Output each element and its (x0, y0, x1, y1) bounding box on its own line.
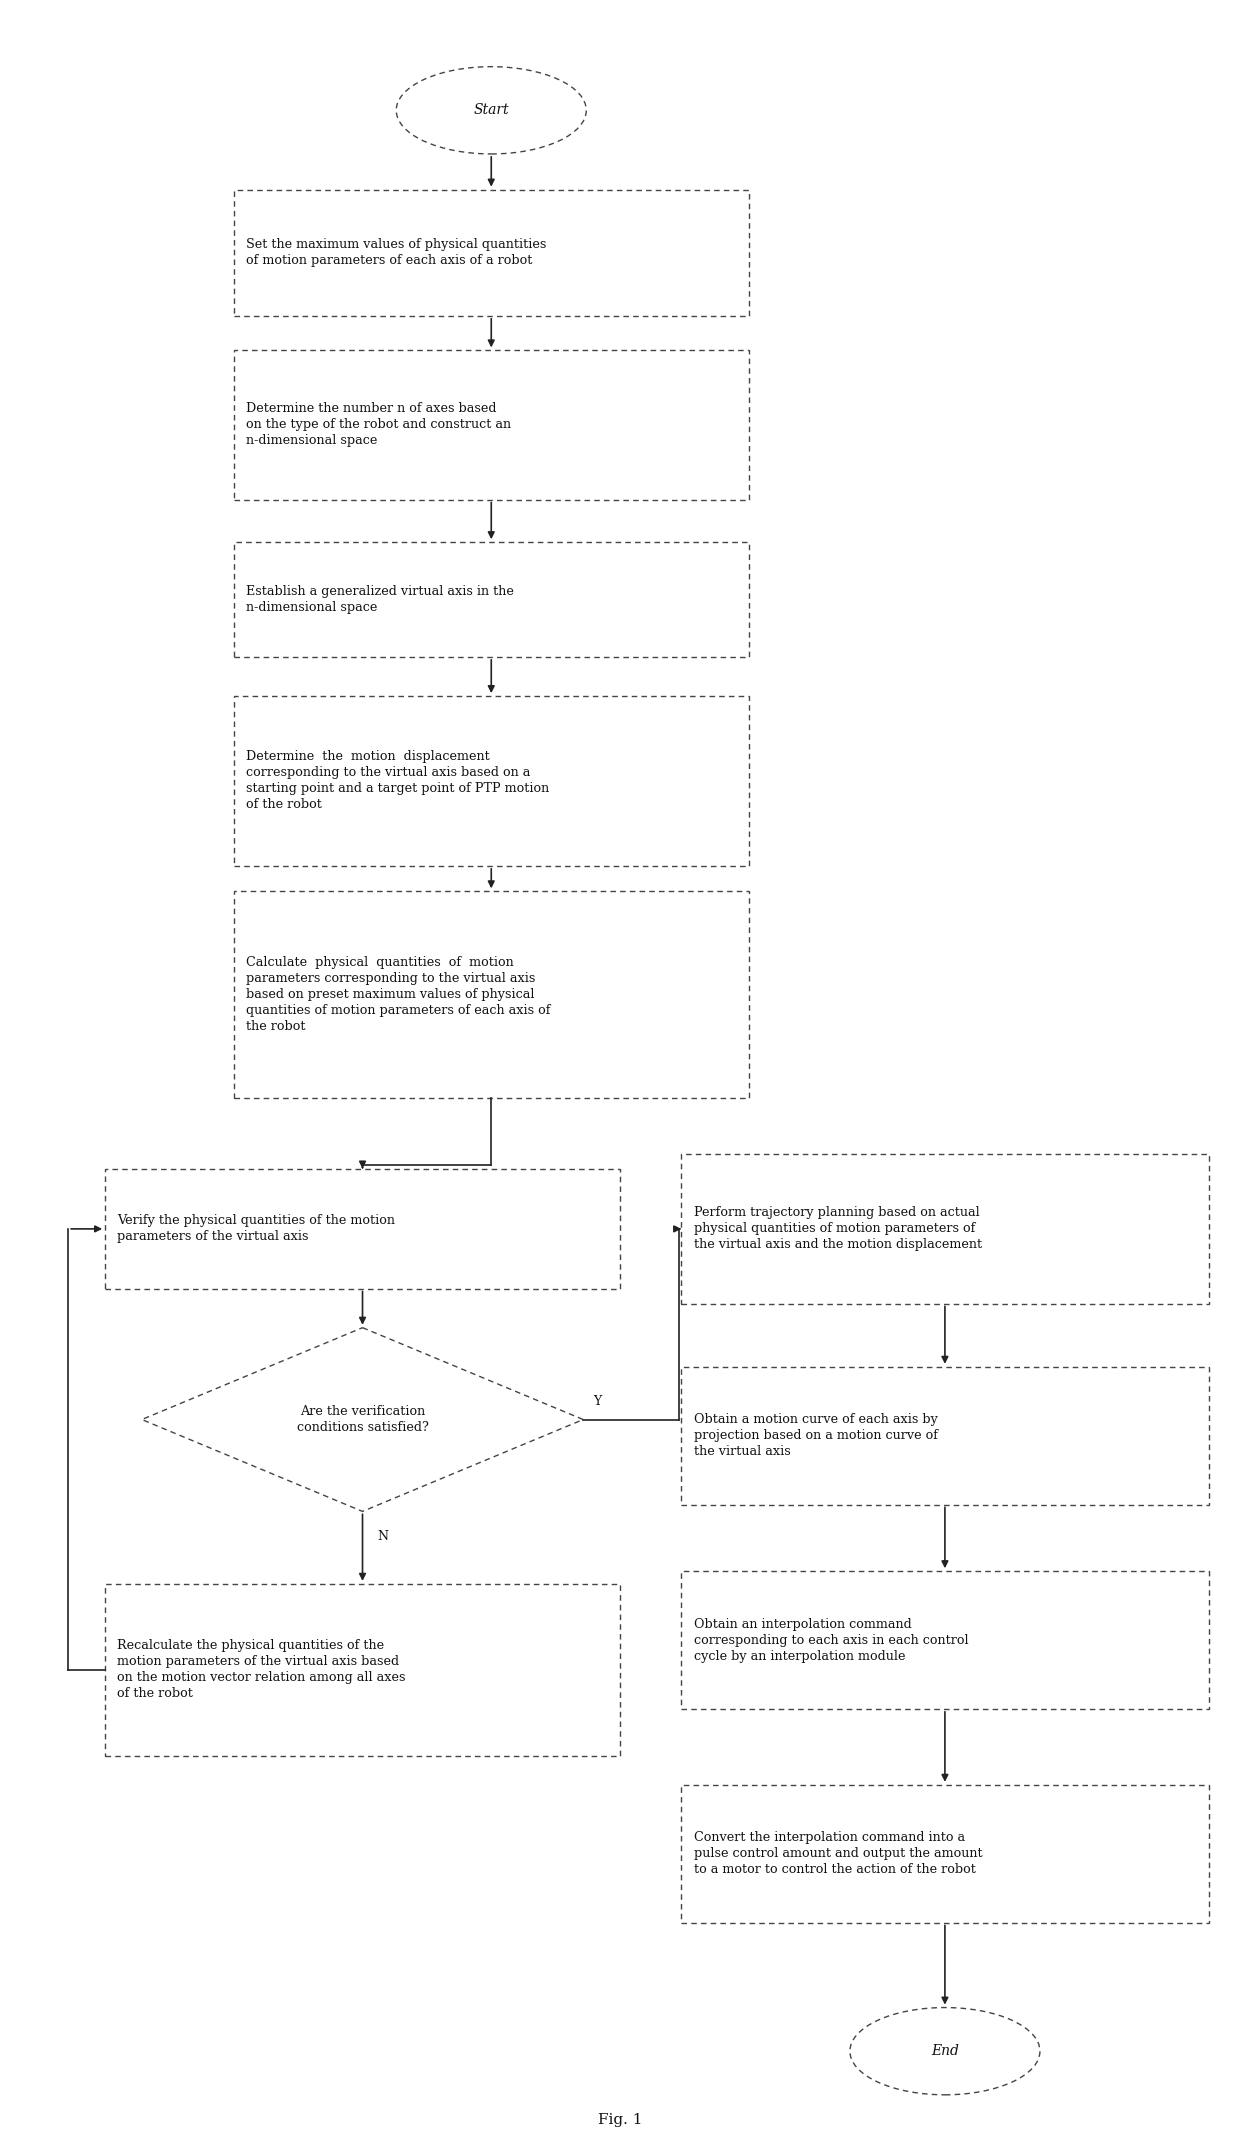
FancyBboxPatch shape (234, 542, 749, 658)
Text: Obtain an interpolation command
corresponding to each axis in each control
cycle: Obtain an interpolation command correspo… (693, 1617, 968, 1662)
FancyBboxPatch shape (105, 1585, 620, 1757)
Text: Calculate  physical  quantities  of  motion
parameters corresponding to the virt: Calculate physical quantities of motion … (246, 957, 551, 1034)
Text: N: N (377, 1529, 388, 1542)
FancyBboxPatch shape (234, 892, 749, 1099)
Text: Set the maximum values of physical quantities
of motion parameters of each axis : Set the maximum values of physical quant… (246, 239, 547, 267)
FancyBboxPatch shape (681, 1367, 1209, 1505)
Text: Verify the physical quantities of the motion
parameters of the virtual axis: Verify the physical quantities of the mo… (118, 1215, 396, 1243)
Text: Recalculate the physical quantities of the
motion parameters of the virtual axis: Recalculate the physical quantities of t… (118, 1640, 405, 1701)
Text: Convert the interpolation command into a
pulse control amount and output the amo: Convert the interpolation command into a… (693, 1832, 982, 1877)
Text: Perform trajectory planning based on actual
physical quantities of motion parame: Perform trajectory planning based on act… (693, 1206, 982, 1251)
Text: Establish a generalized virtual axis in the
n-dimensional space: Establish a generalized virtual axis in … (246, 585, 513, 615)
Polygon shape (141, 1329, 583, 1511)
Text: Obtain a motion curve of each axis by
projection based on a motion curve of
the : Obtain a motion curve of each axis by pr… (693, 1413, 937, 1458)
FancyBboxPatch shape (234, 189, 749, 316)
FancyBboxPatch shape (234, 697, 749, 866)
Ellipse shape (397, 67, 587, 155)
Ellipse shape (849, 2008, 1040, 2094)
Text: Fig. 1: Fig. 1 (598, 2113, 642, 2126)
Text: Are the verification
conditions satisfied?: Are the verification conditions satisfie… (296, 1406, 429, 1434)
Text: Y: Y (593, 1395, 601, 1408)
Text: Determine the number n of axes based
on the type of the robot and construct an
n: Determine the number n of axes based on … (246, 402, 511, 447)
FancyBboxPatch shape (234, 350, 749, 499)
FancyBboxPatch shape (681, 1784, 1209, 1922)
FancyBboxPatch shape (681, 1155, 1209, 1303)
Text: End: End (931, 2045, 959, 2058)
Text: Determine  the  motion  displacement
corresponding to the virtual axis based on : Determine the motion displacement corres… (246, 750, 549, 811)
FancyBboxPatch shape (681, 1572, 1209, 1709)
Text: Start: Start (474, 103, 510, 118)
FancyBboxPatch shape (105, 1170, 620, 1288)
